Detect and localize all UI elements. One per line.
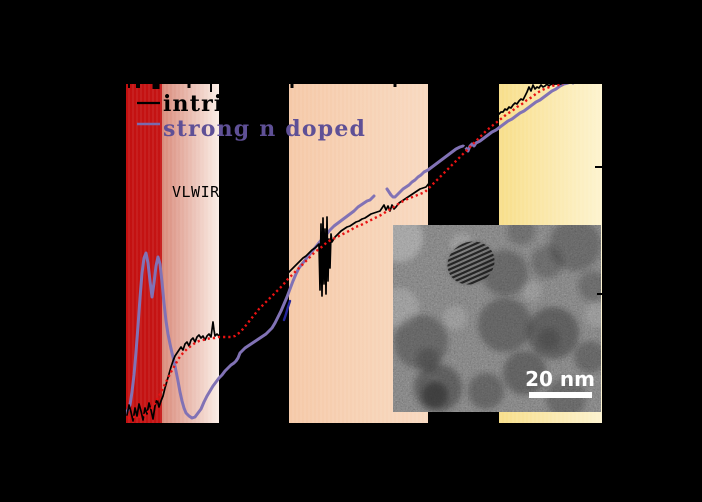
lattice-fringe-line	[450, 257, 497, 280]
nanoparticle	[538, 328, 560, 350]
lattice-fringe-line	[453, 264, 501, 288]
nanoparticle	[503, 351, 547, 395]
legend: intrinsic strong n doped	[137, 91, 366, 142]
band-stripe-texture	[126, 84, 162, 423]
nanoparticle	[422, 382, 448, 408]
bright-patch	[522, 281, 542, 301]
navy-accent-curve	[282, 299, 292, 322]
right-axis-tick	[597, 293, 604, 295]
top-axis-tick	[152, 81, 160, 89]
bright-patch	[393, 225, 423, 262]
bright-patch	[443, 306, 467, 330]
axis-ticks	[128, 81, 604, 295]
right-axis-tick	[595, 166, 604, 168]
scale-bar	[529, 392, 592, 398]
nanoparticle	[468, 373, 504, 409]
legend-label-strong-n-doped: strong n doped	[163, 116, 366, 142]
top-axis-tick	[136, 81, 140, 88]
intrinsic-curve	[126, 84, 562, 422]
nanoparticle	[478, 298, 532, 352]
nanoparticle	[507, 225, 535, 245]
lattice-fringe-line	[448, 253, 495, 276]
lattice-fringe-line	[446, 249, 494, 272]
nanoparticle	[416, 348, 440, 372]
fit-dotted-curve	[127, 84, 564, 420]
nanoparticle	[578, 271, 601, 301]
bright-patch	[585, 303, 601, 327]
lattice-fringe-line	[443, 241, 490, 264]
top-axis-tick	[128, 81, 130, 88]
top-axis-tick	[210, 81, 212, 92]
legend-label-intrinsic: intrinsic	[163, 91, 278, 117]
lattice-fringe-line	[451, 261, 499, 284]
tem-inset: 20 nm	[393, 225, 601, 412]
nanoparticle	[531, 246, 563, 278]
nanoparticles	[393, 225, 601, 412]
lattice-fringe-line	[444, 245, 492, 268]
top-axis-tick	[187, 81, 191, 88]
nanoparticle	[574, 341, 601, 373]
band-label-vlwir: VLWIR	[172, 183, 220, 201]
top-axis-tick	[290, 81, 294, 88]
scale-bar-label: 20 nm	[525, 367, 595, 391]
curves-layer	[126, 84, 575, 422]
top-axis-tick	[393, 81, 397, 87]
